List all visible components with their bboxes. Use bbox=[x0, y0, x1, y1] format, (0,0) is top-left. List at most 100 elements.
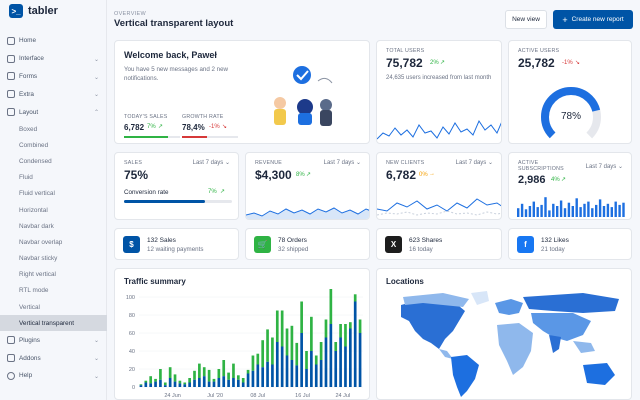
traffic-bar bbox=[319, 360, 323, 387]
sidebar-item-addons[interactable]: Addons ⌄ bbox=[0, 349, 107, 367]
sidebar-subitem[interactable]: Vertical transparent bbox=[0, 315, 107, 332]
new-view-button[interactable]: New view bbox=[505, 10, 547, 29]
traffic-bar bbox=[348, 328, 352, 387]
traffic-bar bbox=[295, 365, 299, 387]
chevron-down-icon: ⌄ bbox=[487, 160, 493, 166]
sidebar-item-extra[interactable]: Extra ⌄ bbox=[0, 85, 107, 103]
traffic-bar bbox=[183, 384, 187, 387]
chevron-down-icon: ⌄ bbox=[355, 160, 361, 166]
sidebar-item-forms[interactable]: Forms ⌄ bbox=[0, 68, 107, 86]
mini-card-icon: $ bbox=[123, 236, 140, 253]
traffic-bar bbox=[344, 346, 347, 387]
sidebar-item-label: Interface bbox=[19, 55, 44, 63]
subscriptions-value: 2,986 bbox=[518, 174, 546, 186]
sidebar-subitem[interactable]: Condensed bbox=[19, 157, 52, 165]
traffic-bar bbox=[222, 360, 226, 377]
map-greenland bbox=[471, 291, 489, 305]
sidebar-item-label: Layout bbox=[19, 108, 39, 116]
sidebar-subitem[interactable]: Vertical bbox=[19, 303, 40, 311]
subscription-bar bbox=[622, 202, 625, 217]
sales-value: 6,782 bbox=[124, 123, 145, 132]
sidebar-subitem[interactable]: Combined bbox=[19, 141, 49, 149]
subscription-bar bbox=[587, 201, 590, 217]
brand-logo[interactable]: >_ tabler bbox=[9, 4, 58, 18]
traffic-bar bbox=[159, 369, 162, 380]
sidebar-item-help[interactable]: Help ⌄ bbox=[0, 367, 107, 385]
traffic-bar bbox=[236, 375, 240, 380]
active-users-change: -1% bbox=[562, 60, 573, 66]
growth-change: -1% bbox=[209, 124, 220, 130]
traffic-bar bbox=[305, 369, 308, 387]
subscription-bar bbox=[579, 207, 582, 217]
sidebar-subitem[interactable]: Navbar sticky bbox=[19, 255, 58, 263]
trend-up-icon: ↗ bbox=[220, 189, 226, 195]
traffic-bar bbox=[227, 372, 230, 380]
sales-progress bbox=[124, 136, 180, 138]
traffic-bar bbox=[314, 364, 318, 387]
new-clients-sparkline bbox=[377, 198, 501, 216]
sidebar-item-plugins[interactable]: Plugins ⌄ bbox=[0, 331, 107, 349]
mini-card-icon: f bbox=[517, 236, 534, 253]
trend-up-icon: ↗ bbox=[561, 177, 567, 183]
traffic-bar bbox=[168, 367, 172, 378]
x-tick-label: Jul '20 bbox=[207, 393, 223, 399]
period-dropdown[interactable]: Last 7 days ⌄ bbox=[324, 159, 361, 166]
sidebar-subitem[interactable]: Fluid vertical bbox=[19, 190, 55, 198]
subscription-bar bbox=[528, 206, 532, 217]
total-users-value: 75,782 bbox=[386, 56, 423, 70]
traffic-bar bbox=[358, 319, 362, 333]
sidebar-subitem[interactable]: Right vertical bbox=[19, 271, 56, 279]
traffic-bar bbox=[285, 355, 289, 387]
traffic-bar bbox=[310, 351, 313, 387]
sidebar-subitem[interactable]: Fluid bbox=[19, 174, 33, 182]
sidebar-item-layout[interactable]: Layout ⌃ bbox=[0, 103, 107, 121]
x-tick-label: 08 Jul bbox=[250, 393, 265, 399]
period-dropdown[interactable]: Last 7 days ⌄ bbox=[193, 159, 230, 166]
sales-card: SALES Last 7 days ⌄ 75% Conversion rate … bbox=[114, 152, 239, 220]
traffic-bar bbox=[280, 310, 284, 347]
sales-card-label: SALES bbox=[124, 160, 143, 166]
revenue-change: 8% bbox=[296, 172, 305, 178]
welcome-title: Welcome back, Paweł bbox=[124, 50, 217, 60]
subscription-bar bbox=[524, 209, 528, 217]
subscription-bar bbox=[610, 207, 613, 217]
map-africa bbox=[497, 323, 533, 375]
sidebar-subitem[interactable]: Horizontal bbox=[19, 206, 48, 214]
traffic-bar bbox=[198, 378, 201, 387]
x-tick-label: 24 Jun bbox=[164, 393, 181, 399]
subscription-bar bbox=[556, 206, 559, 217]
sidebar-subitem[interactable]: Navbar dark bbox=[19, 222, 54, 230]
mini-card-sub: 12 waiting payments bbox=[147, 246, 204, 253]
revenue-value: $4,300 bbox=[255, 168, 292, 182]
welcome-text: You have 5 new messages and 2 new notifi… bbox=[124, 66, 228, 83]
conversion-label: Conversion rate bbox=[124, 189, 169, 196]
period-dropdown[interactable]: Last 7 days ⌄ bbox=[586, 163, 623, 170]
traffic-bar bbox=[256, 353, 260, 365]
traffic-bar bbox=[329, 324, 333, 387]
traffic-bar bbox=[353, 294, 357, 302]
traffic-bar bbox=[236, 379, 240, 387]
sidebar-item-interface[interactable]: Interface ⌄ bbox=[0, 50, 107, 68]
sidebar-subitem[interactable]: Boxed bbox=[19, 125, 38, 133]
period-dropdown[interactable]: Last 7 days ⌄ bbox=[456, 159, 493, 166]
subscription-bar bbox=[548, 210, 551, 217]
active-users-gauge bbox=[541, 87, 601, 143]
sidebar-subitem[interactable]: Navbar overlap bbox=[19, 238, 63, 246]
traffic-bar bbox=[154, 378, 157, 382]
subscription-bar bbox=[595, 204, 598, 217]
traffic-bar bbox=[168, 378, 172, 387]
traffic-bar bbox=[163, 382, 167, 386]
sidebar-subitem[interactable]: RTL mode bbox=[19, 287, 49, 295]
create-report-button[interactable]: + Create new report bbox=[553, 10, 633, 29]
star-icon bbox=[7, 90, 15, 99]
welcome-illustration bbox=[274, 66, 333, 126]
subscription-bar bbox=[567, 202, 571, 217]
traffic-bar bbox=[173, 381, 177, 387]
sidebar-item-home[interactable]: Home bbox=[0, 32, 107, 50]
package-icon bbox=[7, 54, 15, 63]
x-tick-label: 24 Jul bbox=[335, 393, 350, 399]
traffic-bar bbox=[251, 355, 255, 371]
revenue-sparkline bbox=[246, 207, 369, 219]
traffic-card: Traffic summary 0 20 40 60 80 100 24 Jun Jul '2… bbox=[114, 268, 370, 400]
traffic-bar bbox=[139, 385, 143, 387]
